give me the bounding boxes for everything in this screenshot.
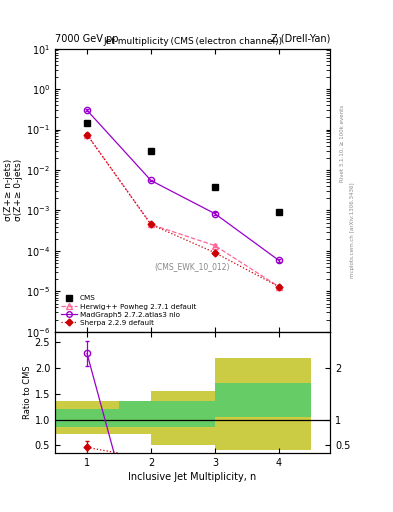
Text: Rivet 3.1.10, ≥ 100k events: Rivet 3.1.10, ≥ 100k events [340, 105, 345, 182]
Text: mcplots.cern.ch [arXiv:1306.3436]: mcplots.cern.ch [arXiv:1306.3436] [350, 183, 355, 278]
Title: Jet multiplicity (CMS (electron channel)): Jet multiplicity (CMS (electron channel)… [103, 37, 282, 47]
Text: 7000 GeV pp: 7000 GeV pp [55, 33, 119, 44]
Y-axis label: σ(Z+≥ n-jets)
σ(Z+≥ 0-jets): σ(Z+≥ n-jets) σ(Z+≥ 0-jets) [4, 159, 23, 221]
Text: Z (Drell-Yan): Z (Drell-Yan) [271, 33, 330, 44]
X-axis label: Inclusive Jet Multiplicity, n: Inclusive Jet Multiplicity, n [129, 472, 257, 482]
Text: (CMS_EWK_10_012): (CMS_EWK_10_012) [155, 262, 230, 271]
Legend: CMS, Herwig++ Powheg 2.7.1 default, MadGraph5 2.7.2.atlas3 nlo, Sherpa 2.2.9 def: CMS, Herwig++ Powheg 2.7.1 default, MadG… [59, 293, 198, 328]
Y-axis label: Ratio to CMS: Ratio to CMS [23, 366, 32, 419]
